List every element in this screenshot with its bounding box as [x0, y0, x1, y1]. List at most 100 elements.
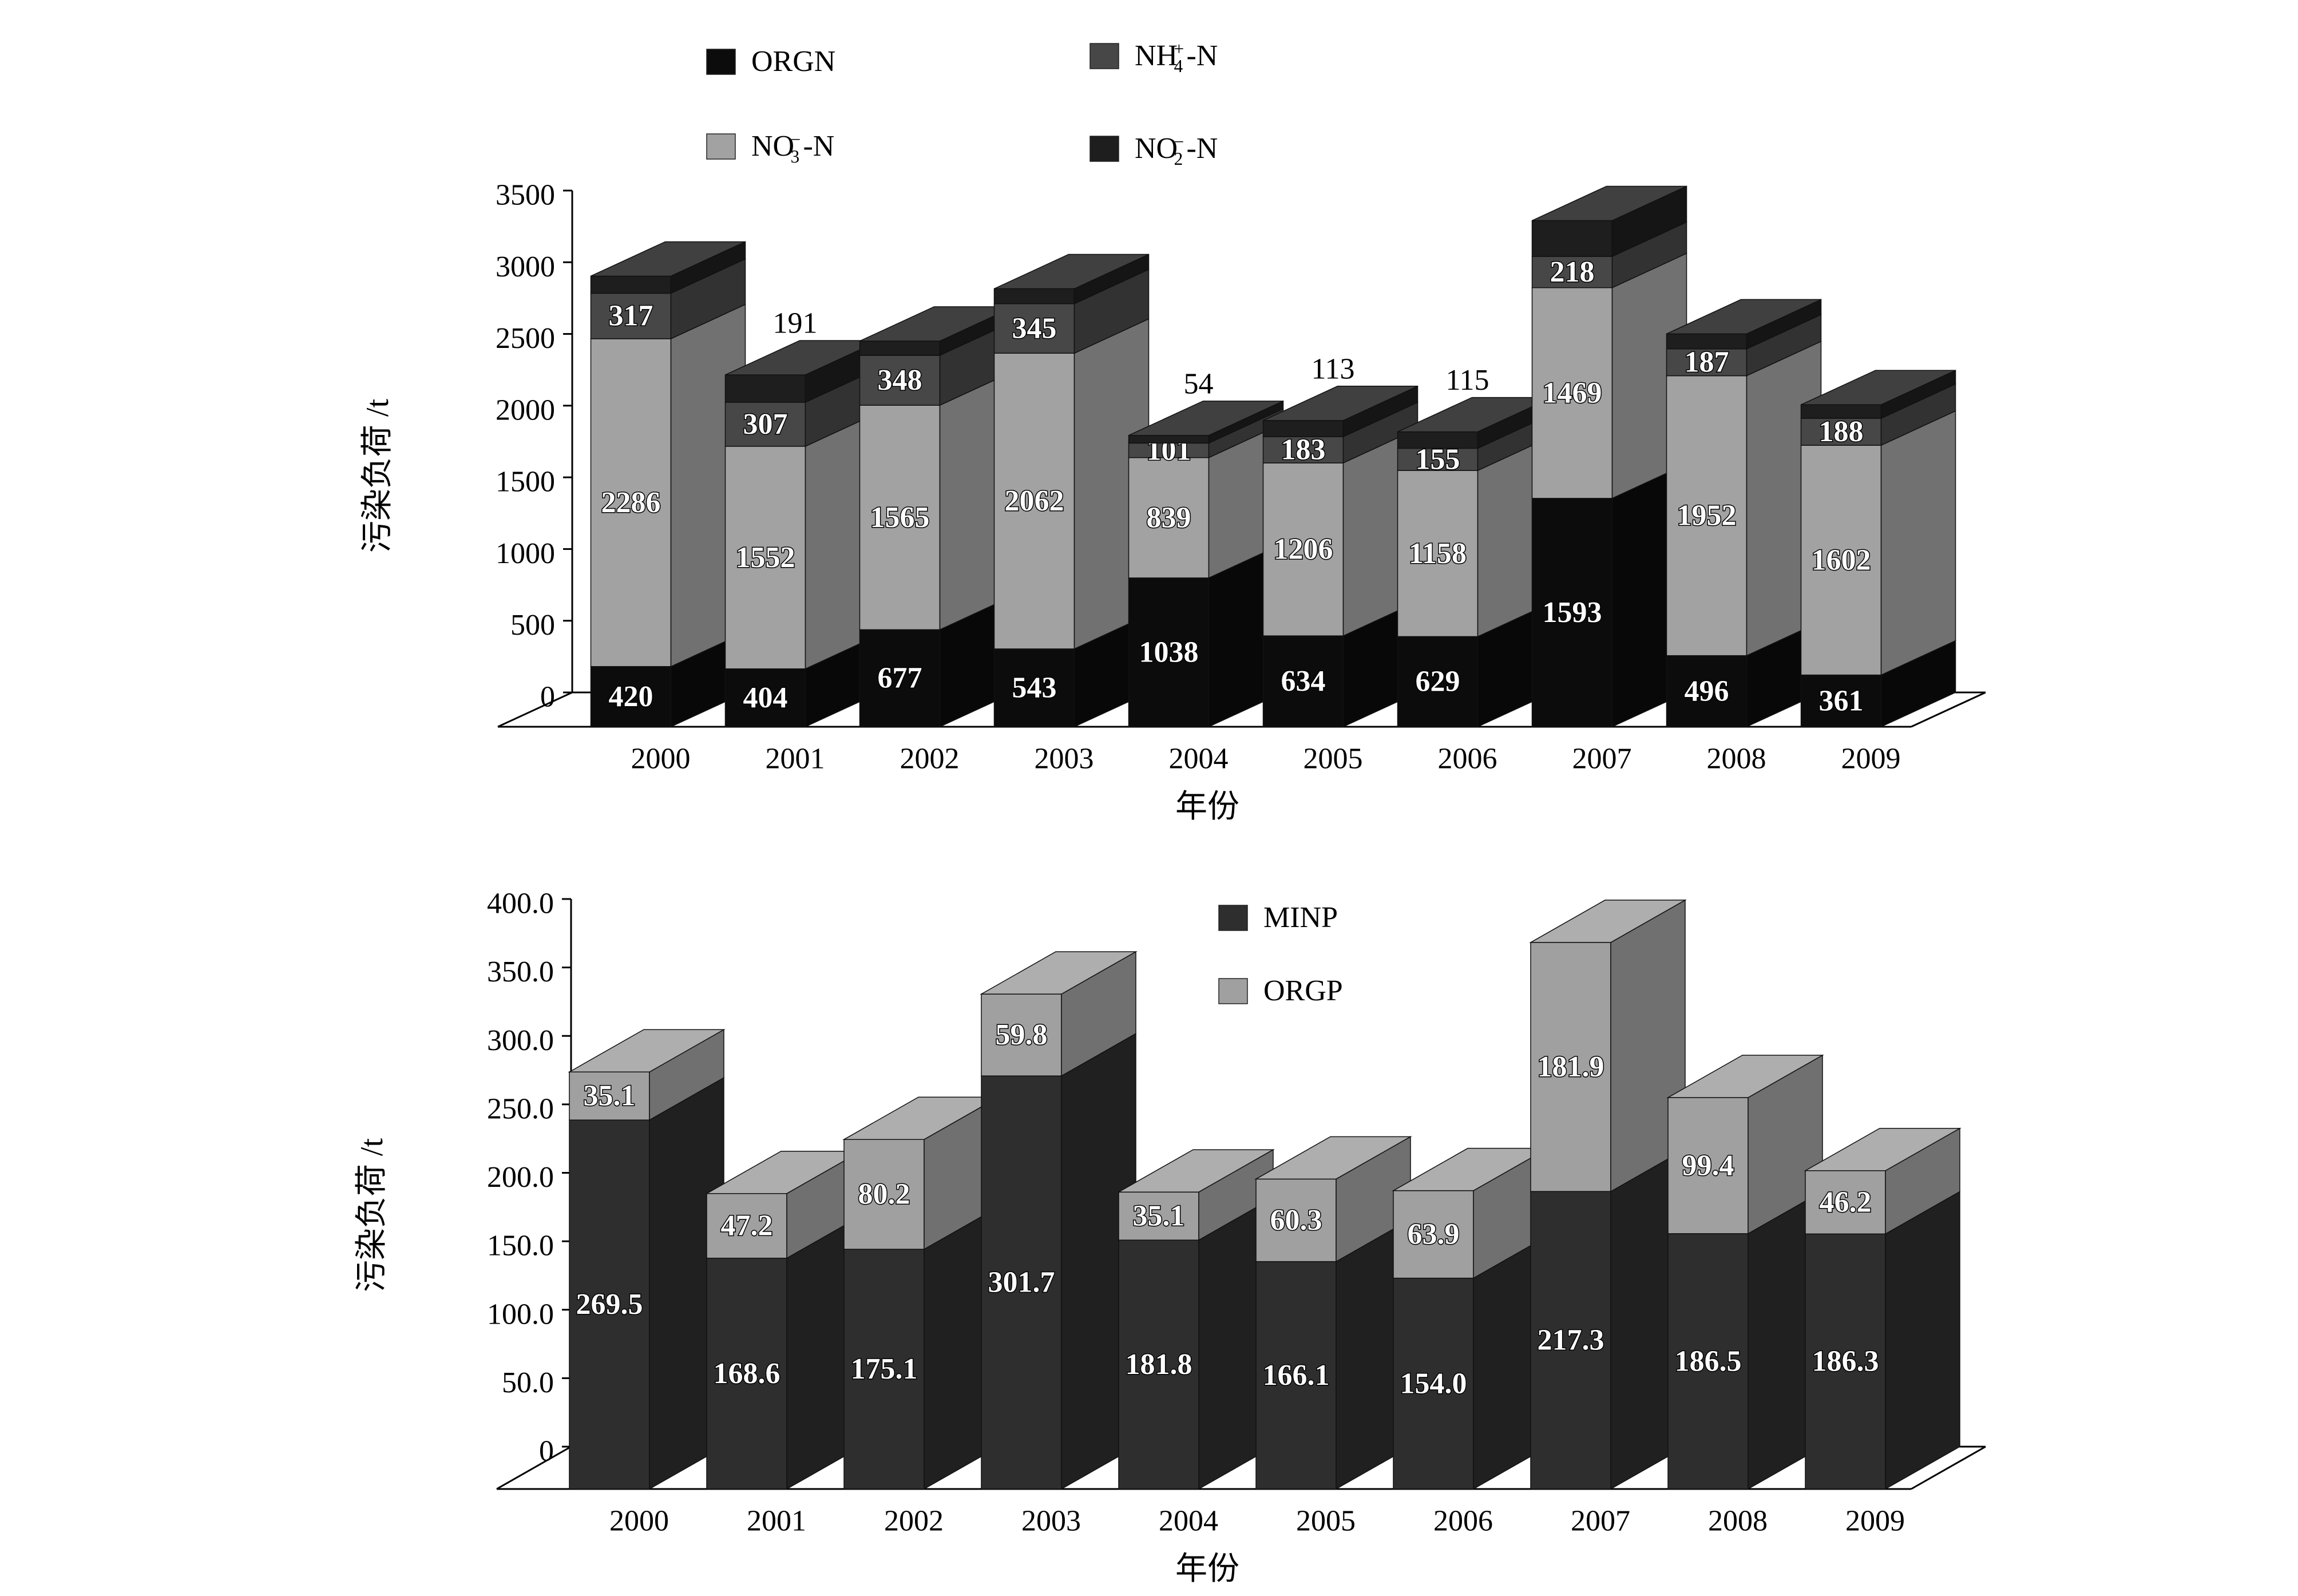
- bar-segment-minp: [1805, 1233, 1886, 1490]
- x-tick-label: 2004: [1169, 743, 1229, 775]
- bar-segment-orgn: [1531, 498, 1613, 727]
- legend-label-minp: MINP: [1263, 901, 1338, 934]
- data-label: 543: [1012, 671, 1057, 704]
- bar-segment-orgp: [1118, 1191, 1199, 1241]
- y-tick-label: 2500: [496, 322, 555, 355]
- y-tick-label: 250.0: [487, 1092, 554, 1125]
- data-label: 317: [609, 300, 653, 332]
- data-label: 1552: [736, 541, 795, 574]
- y-tick-label: 3500: [496, 179, 555, 212]
- x-tick-label: 2005: [1296, 1505, 1356, 1538]
- bar-segment-minp: [843, 1249, 925, 1490]
- bar-segment-no3: [1262, 462, 1344, 636]
- bar-top-orgp: [1529, 900, 1687, 943]
- x-tick-label: 2002: [884, 1505, 944, 1538]
- x-tick-label: 2009: [1845, 1505, 1905, 1538]
- bar-top-orgp: [1804, 1127, 1962, 1171]
- bar-top-no2: [1801, 370, 1956, 405]
- data-label: 47.2: [721, 1210, 773, 1242]
- bar-top-orgp: [1666, 1055, 1824, 1098]
- nitrogen-load-chart: 0 500 1000 1500 2000 2500 3000 3500 污染负荷 /t 420 22…: [360, 39, 1986, 825]
- data-label: 80.2: [858, 1178, 910, 1211]
- floor-left-edge: [497, 691, 573, 728]
- data-label: 46.2: [1820, 1186, 1872, 1219]
- y-tick-label: 500: [510, 609, 555, 641]
- data-label: 2286: [601, 486, 661, 519]
- data-label: 634: [1281, 665, 1326, 698]
- floor-right-edge: [1911, 1445, 1986, 1490]
- data-label: 181.8: [1126, 1348, 1192, 1381]
- bar-segment-no2: [590, 275, 672, 294]
- bar-segment-minp: [1118, 1239, 1199, 1490]
- bar-segment-no3: [1397, 470, 1479, 637]
- bar-segment-no3: [1666, 375, 1748, 656]
- data-label: 420: [609, 680, 653, 713]
- data-label: 175.1: [851, 1353, 918, 1385]
- x-tick-label: 2005: [1303, 743, 1363, 775]
- bar-segment-orgp: [981, 993, 1062, 1076]
- bar-top-no2: [1666, 299, 1821, 335]
- x-tick-label: 2001: [747, 1505, 806, 1538]
- data-label: 54: [1184, 367, 1214, 400]
- legend-swatch-minp: [1218, 905, 1248, 931]
- bar-segment-nh4: [724, 402, 806, 447]
- data-label: 307: [743, 408, 788, 441]
- data-label: 99.4: [1682, 1149, 1734, 1182]
- x-tick-label: 2009: [1841, 743, 1901, 775]
- bar-segment-orgn: [1800, 674, 1882, 727]
- y-tick-label: 1000: [496, 537, 555, 570]
- legend-label-no3: NO− 3 -N: [751, 129, 834, 167]
- data-label: 839: [1147, 501, 1191, 534]
- bar-segment-no2: [1531, 220, 1613, 257]
- data-label: 154.0: [1400, 1367, 1467, 1400]
- floor-right-edge: [1911, 691, 1986, 728]
- x-tick-label: 2000: [609, 1505, 669, 1538]
- data-label: 183: [1281, 434, 1326, 466]
- legend-label-nh4: NH+ 4 -N: [1135, 39, 1218, 76]
- data-label: 1952: [1677, 500, 1737, 532]
- data-label: 2062: [1005, 485, 1064, 517]
- bar-segment-no2: [1262, 420, 1344, 437]
- bar-segment-orgp: [843, 1139, 925, 1250]
- bar-segment-orgn: [1397, 636, 1479, 727]
- bar-segment-no2: [993, 288, 1075, 304]
- bar-segment-minp: [1393, 1277, 1474, 1490]
- bar-segment-orgn: [1666, 655, 1748, 727]
- x-tick-label: 2007: [1572, 743, 1632, 775]
- bar-segment-no2: [1397, 431, 1479, 449]
- y-tick-label: 400.0: [487, 888, 554, 920]
- legend-label-orgn: ORGN: [751, 45, 835, 78]
- y-tick-label: 3000: [496, 251, 555, 283]
- y-tick-label: 350.0: [487, 956, 554, 988]
- bar-top-no2: [1128, 401, 1283, 436]
- bar-top-no2: [1263, 386, 1418, 421]
- data-label: 1602: [1812, 544, 1871, 576]
- floor-left-edge: [496, 1445, 572, 1490]
- bar-segment-minp: [569, 1119, 650, 1490]
- data-label: 345: [1012, 312, 1057, 345]
- data-label: 1565: [870, 501, 930, 534]
- bar-top-orgp: [1117, 1149, 1275, 1193]
- data-label: 59.8: [996, 1019, 1048, 1051]
- y-tick-label: 300.0: [487, 1024, 554, 1057]
- bar-segment-orgp: [1393, 1190, 1474, 1279]
- x-tick-label: 2008: [1707, 743, 1766, 775]
- bar-segment-orgn: [724, 668, 806, 727]
- bar-segment-minp: [981, 1075, 1062, 1490]
- data-label: 269.5: [576, 1288, 643, 1321]
- bar-segment-orgn: [859, 629, 941, 727]
- y-axis-title: 污染负荷 /t: [354, 1138, 390, 1293]
- data-label: 186.5: [1675, 1345, 1742, 1377]
- bar-segment-orgp: [706, 1193, 787, 1259]
- data-label: 348: [878, 364, 922, 397]
- bar-segment-minp: [1530, 1191, 1611, 1490]
- y-tick-label: 200.0: [487, 1161, 554, 1194]
- data-label: 113: [1311, 353, 1354, 385]
- bar-segment-no3: [1128, 457, 1210, 579]
- data-label: 63.9: [1408, 1218, 1460, 1251]
- data-label: 301.7: [988, 1266, 1055, 1299]
- data-label: 1206: [1274, 533, 1333, 566]
- bar-side-minp: [1885, 1190, 1960, 1490]
- legend-swatch-nh4: [1089, 43, 1119, 69]
- bar-segment-orgn: [1128, 577, 1210, 727]
